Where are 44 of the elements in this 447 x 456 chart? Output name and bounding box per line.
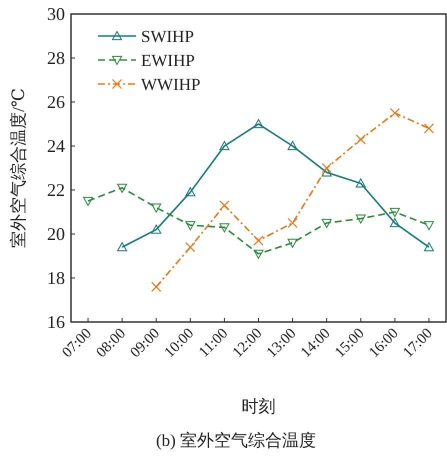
point [288, 238, 298, 248]
point [185, 242, 196, 252]
point [185, 187, 196, 196]
point [185, 221, 196, 230]
point [322, 218, 332, 228]
point [151, 204, 162, 213]
y-tick-label: 20 [47, 224, 65, 244]
point [151, 224, 162, 234]
point [253, 236, 264, 246]
point [424, 123, 434, 134]
point [322, 167, 332, 176]
y-tick-label: 24 [47, 136, 65, 156]
point [151, 282, 162, 292]
y-tick-label: 16 [47, 312, 65, 332]
point [390, 218, 400, 228]
legend-label: SWIHP [141, 27, 194, 46]
y-axis-title: 室外空气综合温度/℃ [9, 88, 28, 248]
point [254, 250, 264, 259]
y-tick-label: 26 [47, 92, 65, 112]
point [254, 119, 264, 128]
point [117, 242, 128, 252]
point [322, 162, 332, 174]
point [356, 214, 366, 224]
y-tick-label: 28 [47, 48, 65, 68]
point [390, 108, 400, 118]
point [356, 178, 366, 188]
point [83, 196, 94, 206]
point [219, 200, 230, 210]
y-tick-label: 22 [47, 180, 65, 200]
legend-label: EWIHP [141, 51, 195, 70]
y-tick-label: 30 [47, 4, 65, 24]
text: (b) 室外空气综合温度 [156, 431, 316, 450]
point [219, 223, 230, 232]
point [424, 221, 434, 230]
point [117, 184, 128, 193]
point [288, 141, 298, 150]
point [390, 208, 400, 217]
point [424, 242, 434, 252]
point [356, 134, 366, 144]
x-axis-title: 时刻 [242, 397, 276, 416]
y-tick-label: 18 [47, 268, 65, 288]
legend-label: WWIHP [141, 75, 200, 94]
point [287, 218, 298, 228]
point [219, 141, 230, 150]
